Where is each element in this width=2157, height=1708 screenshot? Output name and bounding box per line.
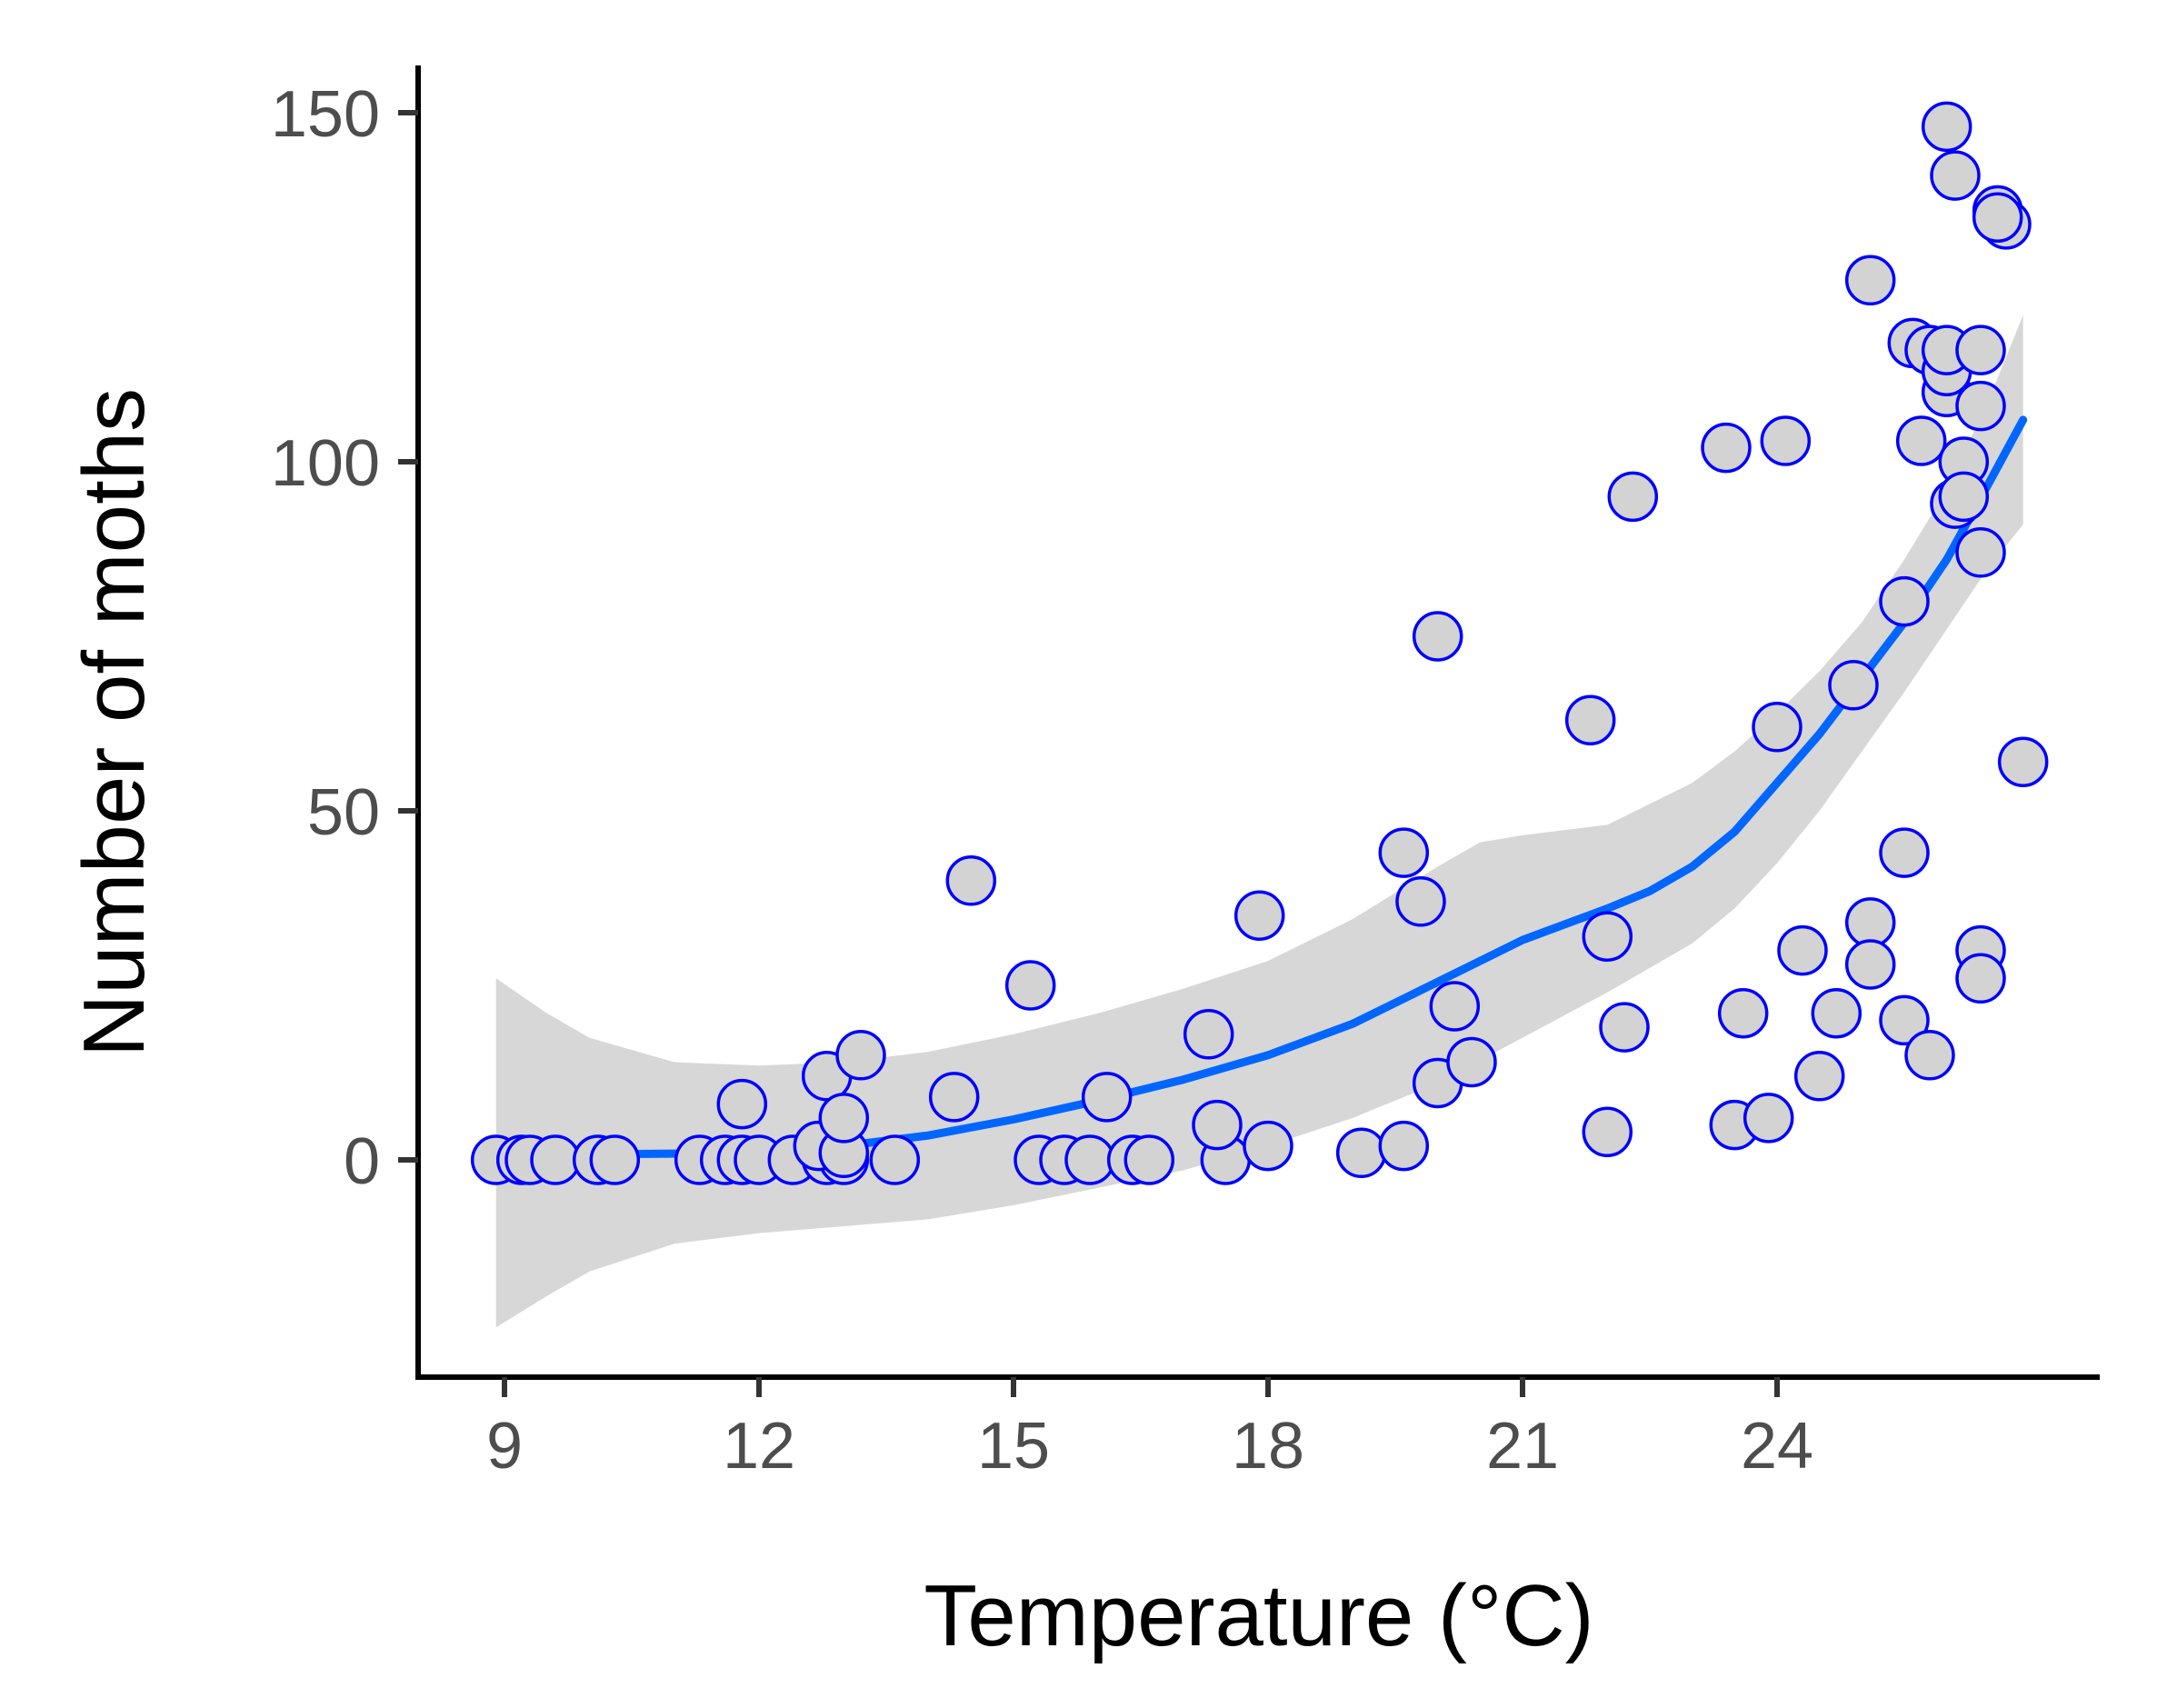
data-point — [1395, 876, 1446, 927]
data-point — [1446, 1036, 1497, 1088]
data-point — [1192, 1099, 1243, 1151]
data-point — [945, 855, 997, 906]
data-point — [1335, 1127, 1387, 1179]
data-point — [1997, 736, 2049, 787]
x-tick-label: 12 — [723, 1410, 795, 1483]
confidence-band — [495, 315, 2023, 1328]
data-point — [1955, 380, 2006, 432]
data-point — [1938, 471, 1990, 523]
data-point — [1701, 422, 1752, 474]
data-point — [1904, 1030, 1955, 1081]
data-point — [1183, 1009, 1234, 1060]
x-tick-label: 9 — [486, 1410, 523, 1483]
y-tick-label: 100 — [271, 427, 380, 500]
data-point — [1429, 981, 1481, 1032]
data-point — [1607, 471, 1659, 523]
data-point — [1004, 960, 1056, 1011]
y-tick-label: 50 — [307, 776, 380, 849]
data-point — [1955, 325, 2006, 375]
data-point — [1743, 1093, 1794, 1144]
data-point — [589, 1134, 641, 1185]
data-point — [1233, 890, 1285, 941]
data-point — [1081, 1072, 1133, 1123]
data-point — [1955, 953, 2006, 1004]
data-point — [1378, 1120, 1430, 1172]
data-points-layer — [470, 101, 2049, 1185]
data-point — [1828, 660, 1879, 711]
data-point — [1564, 694, 1616, 745]
data-point — [1582, 911, 1633, 962]
data-point — [835, 1030, 886, 1081]
y-axis-title: Number of moths — [65, 388, 163, 1057]
data-point — [1243, 1120, 1293, 1172]
data-point — [1777, 924, 1828, 976]
data-point — [716, 1078, 768, 1130]
data-point — [1582, 1106, 1633, 1158]
x-tick-label: 21 — [1486, 1410, 1559, 1483]
data-point — [1811, 987, 1862, 1039]
data-point — [1879, 994, 1930, 1046]
data-point — [818, 1093, 870, 1144]
y-tick-label: 0 — [344, 1125, 380, 1198]
data-point — [530, 1134, 581, 1185]
x-tick-label: 24 — [1741, 1410, 1813, 1483]
data-point — [1844, 939, 1896, 990]
data-point — [928, 1072, 980, 1123]
data-point — [1123, 1134, 1175, 1185]
data-point — [1760, 415, 1812, 466]
data-point — [1921, 101, 1972, 153]
y-axis-ticks: 0 50 100 150 — [271, 78, 418, 1198]
data-point — [1717, 987, 1769, 1039]
data-point — [1378, 827, 1430, 878]
data-point — [1955, 527, 2006, 578]
data-point — [1752, 702, 1802, 753]
data-point — [1895, 415, 1947, 466]
x-axis-ticks: 9 12 15 18 21 24 — [486, 1377, 1813, 1483]
data-point — [869, 1134, 921, 1185]
data-point — [1972, 192, 2023, 243]
data-point — [1793, 1051, 1845, 1102]
data-point — [1412, 611, 1463, 662]
data-point — [1599, 1002, 1650, 1053]
x-tick-label: 18 — [1232, 1410, 1304, 1483]
x-axis-title: Temperature (°C) — [924, 1567, 1593, 1664]
data-point — [1930, 150, 1981, 201]
data-point — [1064, 1134, 1115, 1185]
data-point — [1844, 255, 1896, 306]
data-point — [1844, 897, 1896, 948]
confidence-band-layer — [495, 315, 2023, 1328]
x-tick-label: 15 — [977, 1410, 1050, 1483]
data-point — [1879, 827, 1930, 878]
data-point — [1879, 575, 1930, 627]
y-tick-label: 150 — [271, 78, 380, 151]
